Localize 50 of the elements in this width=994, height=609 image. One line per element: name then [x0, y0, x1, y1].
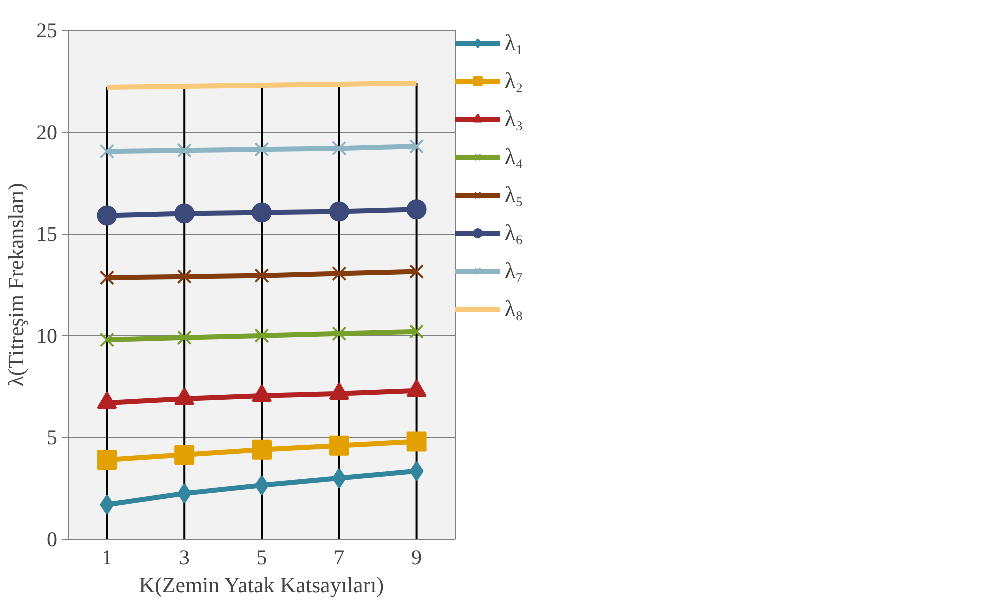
- point: [97, 450, 118, 470]
- point: [406, 200, 427, 220]
- point: [178, 484, 192, 504]
- legend-label: λ₈: [505, 296, 524, 322]
- point: [332, 266, 347, 282]
- point: [410, 461, 424, 482]
- point: [406, 432, 427, 452]
- legend-label: λ₁: [505, 30, 524, 56]
- point: [332, 141, 347, 156]
- point: [252, 202, 272, 223]
- point: [177, 143, 192, 158]
- y-tick-label: 10: [36, 324, 58, 348]
- x-axis-title: K(Zemin Yatak Katsayıları): [139, 572, 384, 598]
- point: [409, 264, 424, 280]
- y-tick-label: 15: [36, 222, 58, 246]
- point: [332, 326, 347, 342]
- y-tick-label: 25: [36, 18, 58, 42]
- point: [332, 468, 346, 488]
- y-tick-label: 20: [36, 120, 58, 144]
- point: [177, 330, 192, 346]
- point: [252, 440, 272, 460]
- legend-label: λ₃: [505, 106, 524, 132]
- point: [177, 269, 192, 284]
- point: [174, 204, 195, 224]
- point: [97, 206, 118, 226]
- point: [409, 139, 424, 154]
- point: [100, 144, 115, 160]
- point: [254, 268, 270, 284]
- point: [100, 332, 115, 348]
- y-tick-label: 5: [47, 426, 58, 450]
- legend-label: λ₇: [505, 258, 524, 284]
- point: [174, 445, 195, 466]
- y-tick-label: 0: [47, 528, 58, 552]
- y-axis-title: λ(Titreşim Frekansları): [4, 183, 28, 387]
- x-tick-label: 1: [102, 546, 112, 570]
- legend-label: λ₅: [505, 182, 524, 208]
- x-tick-label: 3: [179, 546, 190, 570]
- x-tick-label: 5: [256, 546, 268, 570]
- point: [329, 436, 350, 456]
- point: [100, 494, 114, 515]
- x-tick-label: 7: [334, 546, 345, 570]
- point: [254, 142, 270, 157]
- point: [329, 202, 350, 222]
- point: [100, 270, 115, 286]
- legend-label: λ₄: [505, 144, 524, 170]
- legend-label: λ₂: [505, 68, 524, 94]
- point: [409, 324, 424, 340]
- point: [254, 328, 270, 344]
- x-tick-label: 9: [412, 546, 422, 570]
- legend-label: λ₆: [505, 220, 524, 246]
